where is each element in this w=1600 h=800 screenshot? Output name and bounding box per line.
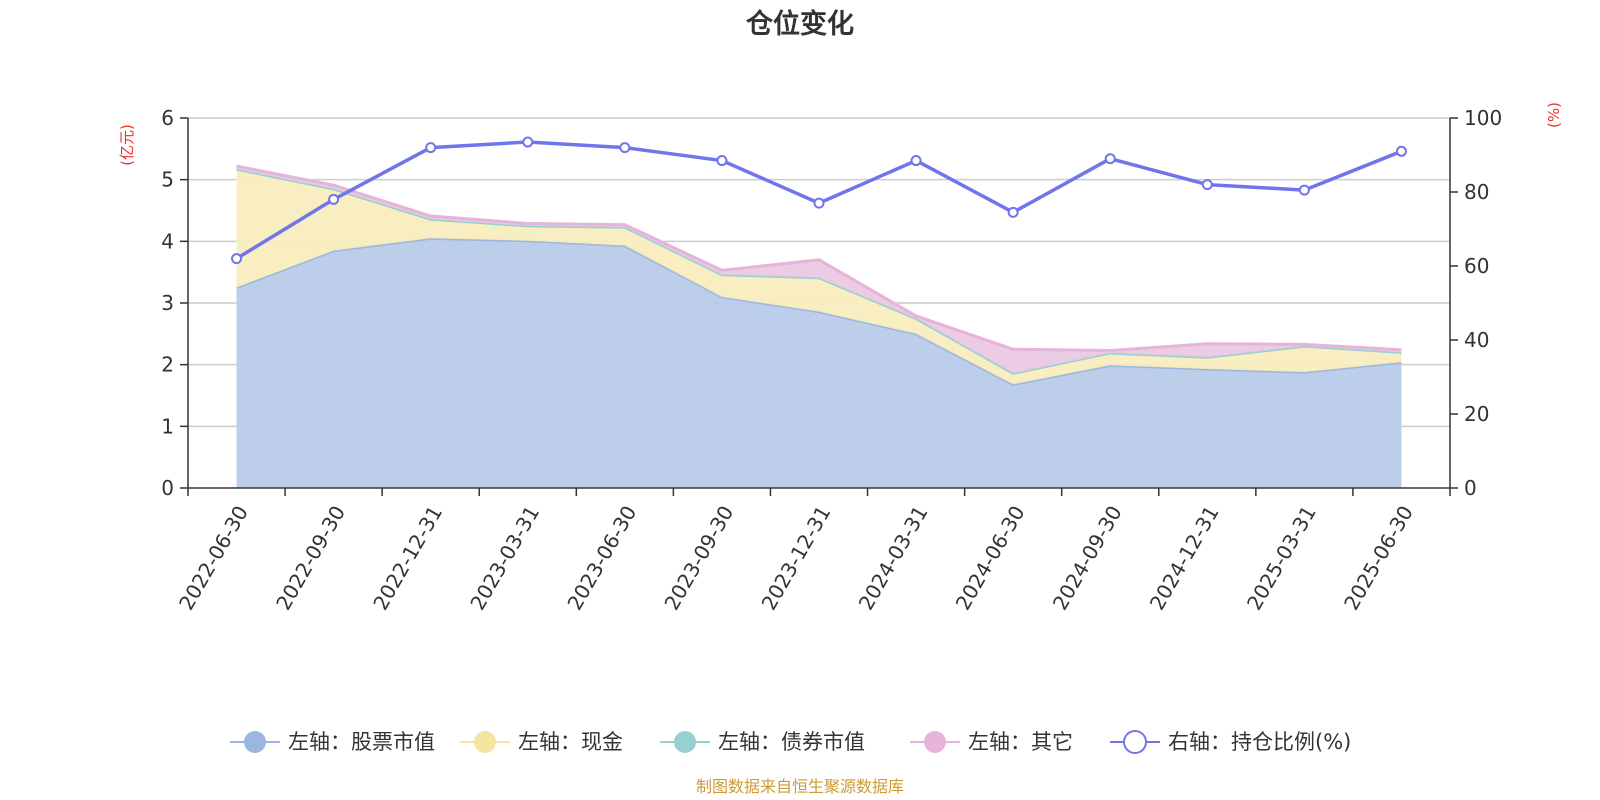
legend-item: 左轴：股票市值: [230, 730, 435, 754]
legend-marker: [1123, 730, 1147, 754]
area-左轴：现金: [236, 169, 1402, 385]
legend-item: 左轴：其它: [910, 730, 1073, 754]
left-tick-label: 2: [161, 353, 174, 377]
holding-ratio-point: [1298, 184, 1310, 196]
x-tick-label: 2022-12-31: [368, 502, 447, 615]
right-tick-label: 80: [1464, 180, 1489, 204]
left-tick-label: 1: [161, 414, 174, 438]
right-tick-label: 100: [1464, 106, 1502, 130]
x-tick-label: 2022-09-30: [271, 502, 350, 615]
area-edge-左轴：其它: [236, 164, 1402, 352]
x-tick-label: 2025-03-31: [1242, 502, 1321, 615]
right-tick-label: 20: [1464, 402, 1489, 426]
holding-ratio-point: [619, 142, 631, 154]
right-tick-label: 40: [1464, 328, 1489, 352]
legend: 左轴：股票市值 左轴：现金 左轴：债券市值 左轴：其它 右轴：持仓比例(%): [230, 730, 1351, 754]
holding-ratio-line: [231, 136, 1407, 265]
legend-label: 右轴：持仓比例(%): [1168, 730, 1351, 754]
x-tick-label: 2024-06-30: [951, 501, 1030, 614]
holding-ratio-point: [522, 136, 534, 148]
area-左轴：股票市值: [236, 238, 1402, 488]
holding-ratio-point: [910, 155, 922, 167]
left-axis-unit: (亿元): [118, 124, 136, 166]
holding-ratio-point: [716, 155, 728, 167]
left-tick-label: 4: [161, 229, 174, 253]
legend-label: 左轴：股票市值: [288, 730, 435, 754]
legend-label: 左轴：现金: [518, 730, 623, 754]
source-note: 制图数据来自恒生聚源数据库: [696, 777, 904, 796]
legend-item: 左轴：债券市值: [660, 730, 865, 754]
x-tick-label: 2023-09-30: [659, 502, 738, 615]
left-tick-label: 0: [161, 476, 174, 500]
x-tick-label: 2024-03-31: [854, 502, 933, 615]
holding-ratio-point: [1201, 179, 1213, 191]
x-tick-label: 2023-03-31: [465, 502, 544, 615]
area-左轴：其它: [236, 166, 1402, 374]
holding-ratio-point: [1104, 153, 1116, 165]
x-tick-label: 2023-12-31: [757, 502, 836, 615]
legend-marker: [674, 731, 696, 753]
chart-title: 仓位变化: [745, 8, 854, 40]
legend-item: 右轴：持仓比例(%): [1110, 730, 1351, 754]
holding-ratio-point: [813, 197, 825, 209]
x-tick-label: 2025-06-30: [1339, 502, 1418, 615]
holding-ratio-point: [231, 253, 243, 265]
holding-ratio-point: [1395, 145, 1407, 157]
x-tick-label: 2024-09-30: [1048, 502, 1127, 615]
left-tick-label: 5: [161, 168, 174, 192]
legend-item: 左轴：现金: [460, 730, 623, 754]
right-tick-label: 0: [1464, 476, 1477, 500]
legend-label: 左轴：其它: [968, 730, 1073, 754]
x-tick-label: 2022-06-30: [174, 502, 253, 615]
holding-ratio-point: [1007, 206, 1019, 218]
left-tick-label: 3: [161, 291, 174, 315]
left-tick-label: 6: [161, 106, 174, 130]
stacked-areas: [236, 164, 1402, 488]
x-tick-label: 2023-06-30: [562, 502, 641, 615]
legend-label: 左轴：债券市值: [718, 730, 865, 754]
holding-ratio-point: [328, 193, 340, 205]
holding-ratio-point: [425, 142, 437, 154]
x-tick-label: 2024-12-31: [1145, 502, 1224, 615]
legend-marker: [474, 731, 496, 753]
right-tick-label: 60: [1464, 254, 1489, 278]
right-axis-unit: (%): [1545, 102, 1563, 128]
legend-marker: [244, 731, 266, 753]
legend-marker: [924, 731, 946, 753]
